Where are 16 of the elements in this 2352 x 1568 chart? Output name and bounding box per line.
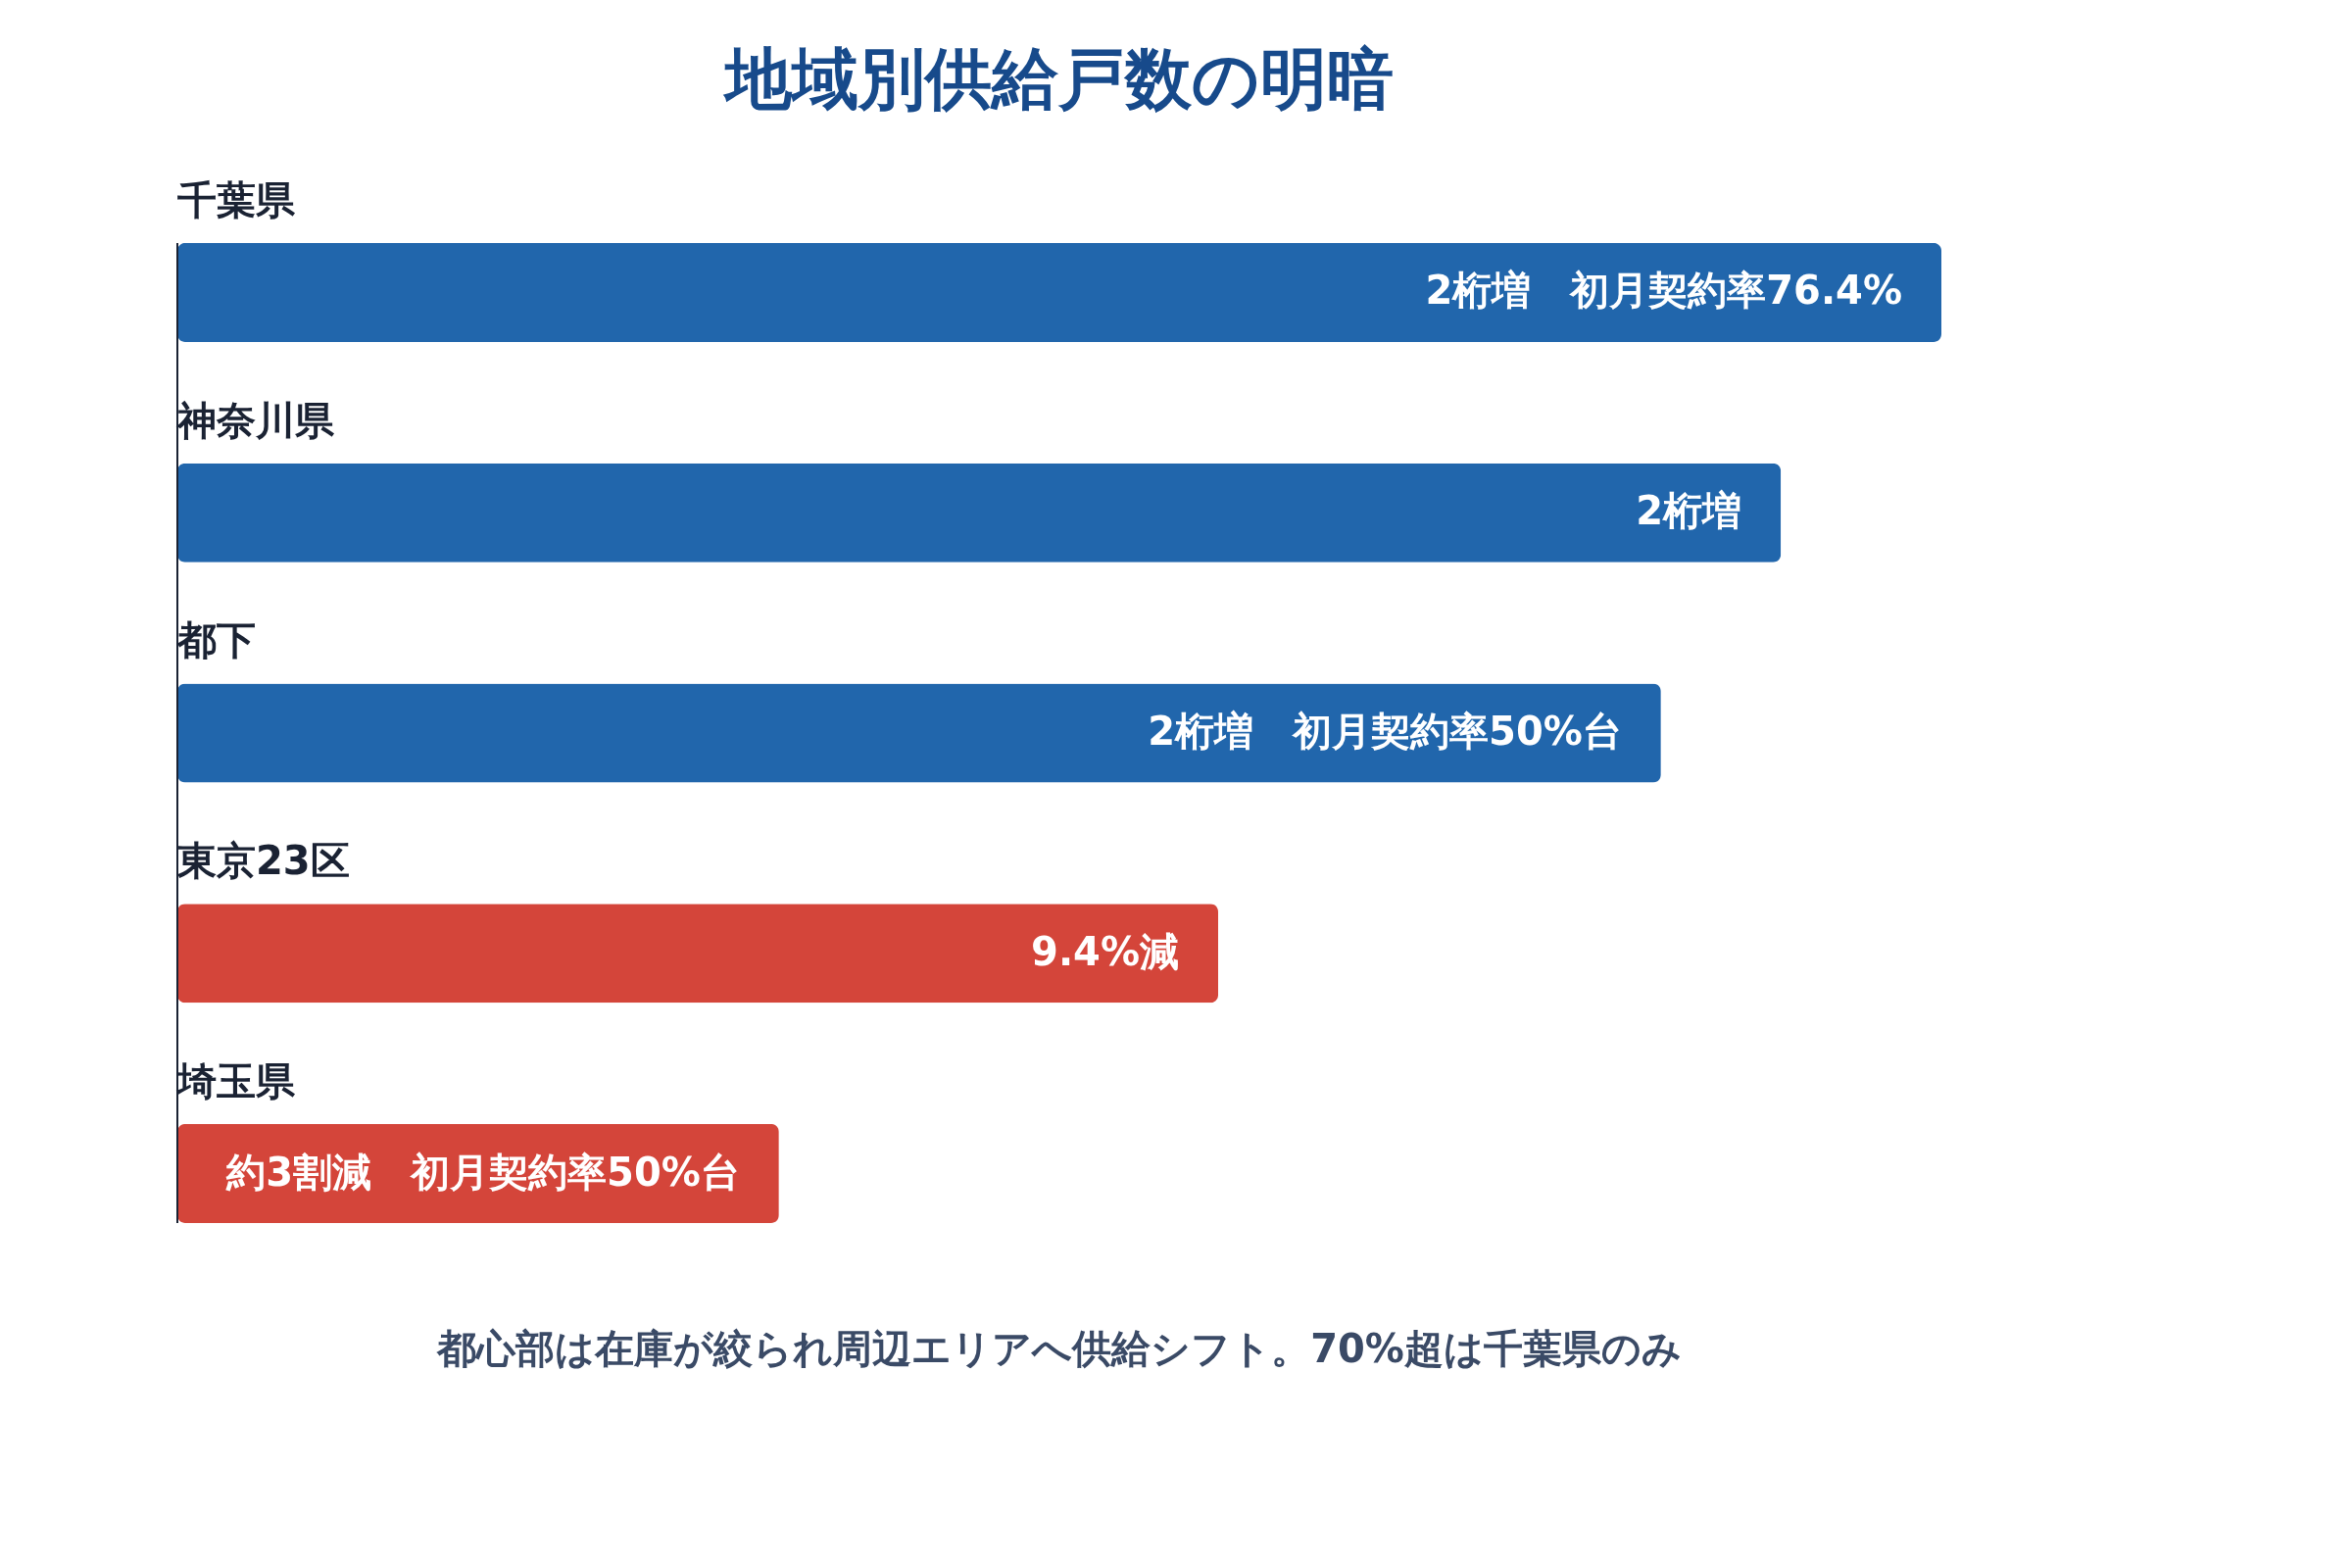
y-tick-label: 神奈川県 — [175, 397, 335, 443]
y-tick-label: 都下 — [176, 617, 256, 663]
annotation: 2桁増 初月契約率76.4% — [1425, 268, 1902, 314]
annotation: 約3割減 初月契約率50%台 — [225, 1149, 740, 1195]
bar — [177, 463, 1782, 563]
annotation: 2桁増 — [1636, 488, 1742, 534]
annotation: 9.4%減 — [1031, 928, 1179, 974]
chart-title: 地域別供給戸数の明暗 — [722, 40, 1394, 118]
annotation: 2桁増 初月契約率50%台 — [1148, 709, 1622, 754]
text: 都心部は在庫が絞られ周辺エリアへ供給シフト。70%超は千葉県のみ — [436, 1326, 1682, 1371]
y-tick-label: 東京23区 — [176, 838, 350, 884]
y-tick-label: 千葉県 — [177, 176, 296, 222]
y-tick-label: 埼玉県 — [175, 1057, 296, 1103]
bar — [177, 904, 1218, 1004]
bar — [177, 242, 1941, 343]
bar — [177, 683, 1661, 783]
